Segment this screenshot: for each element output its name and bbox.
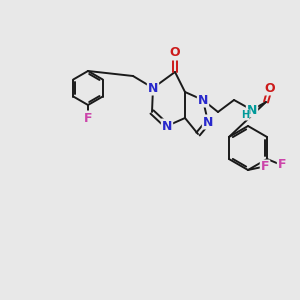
Text: F: F [84,112,92,124]
Text: O: O [265,82,275,94]
Text: N: N [162,119,172,133]
Text: N: N [203,116,213,128]
Text: F: F [278,158,286,170]
Text: H: H [241,110,249,120]
Text: N: N [247,103,257,116]
Text: N: N [198,94,208,106]
Text: N: N [148,82,158,94]
Text: O: O [170,46,180,59]
Text: F: F [261,160,269,173]
